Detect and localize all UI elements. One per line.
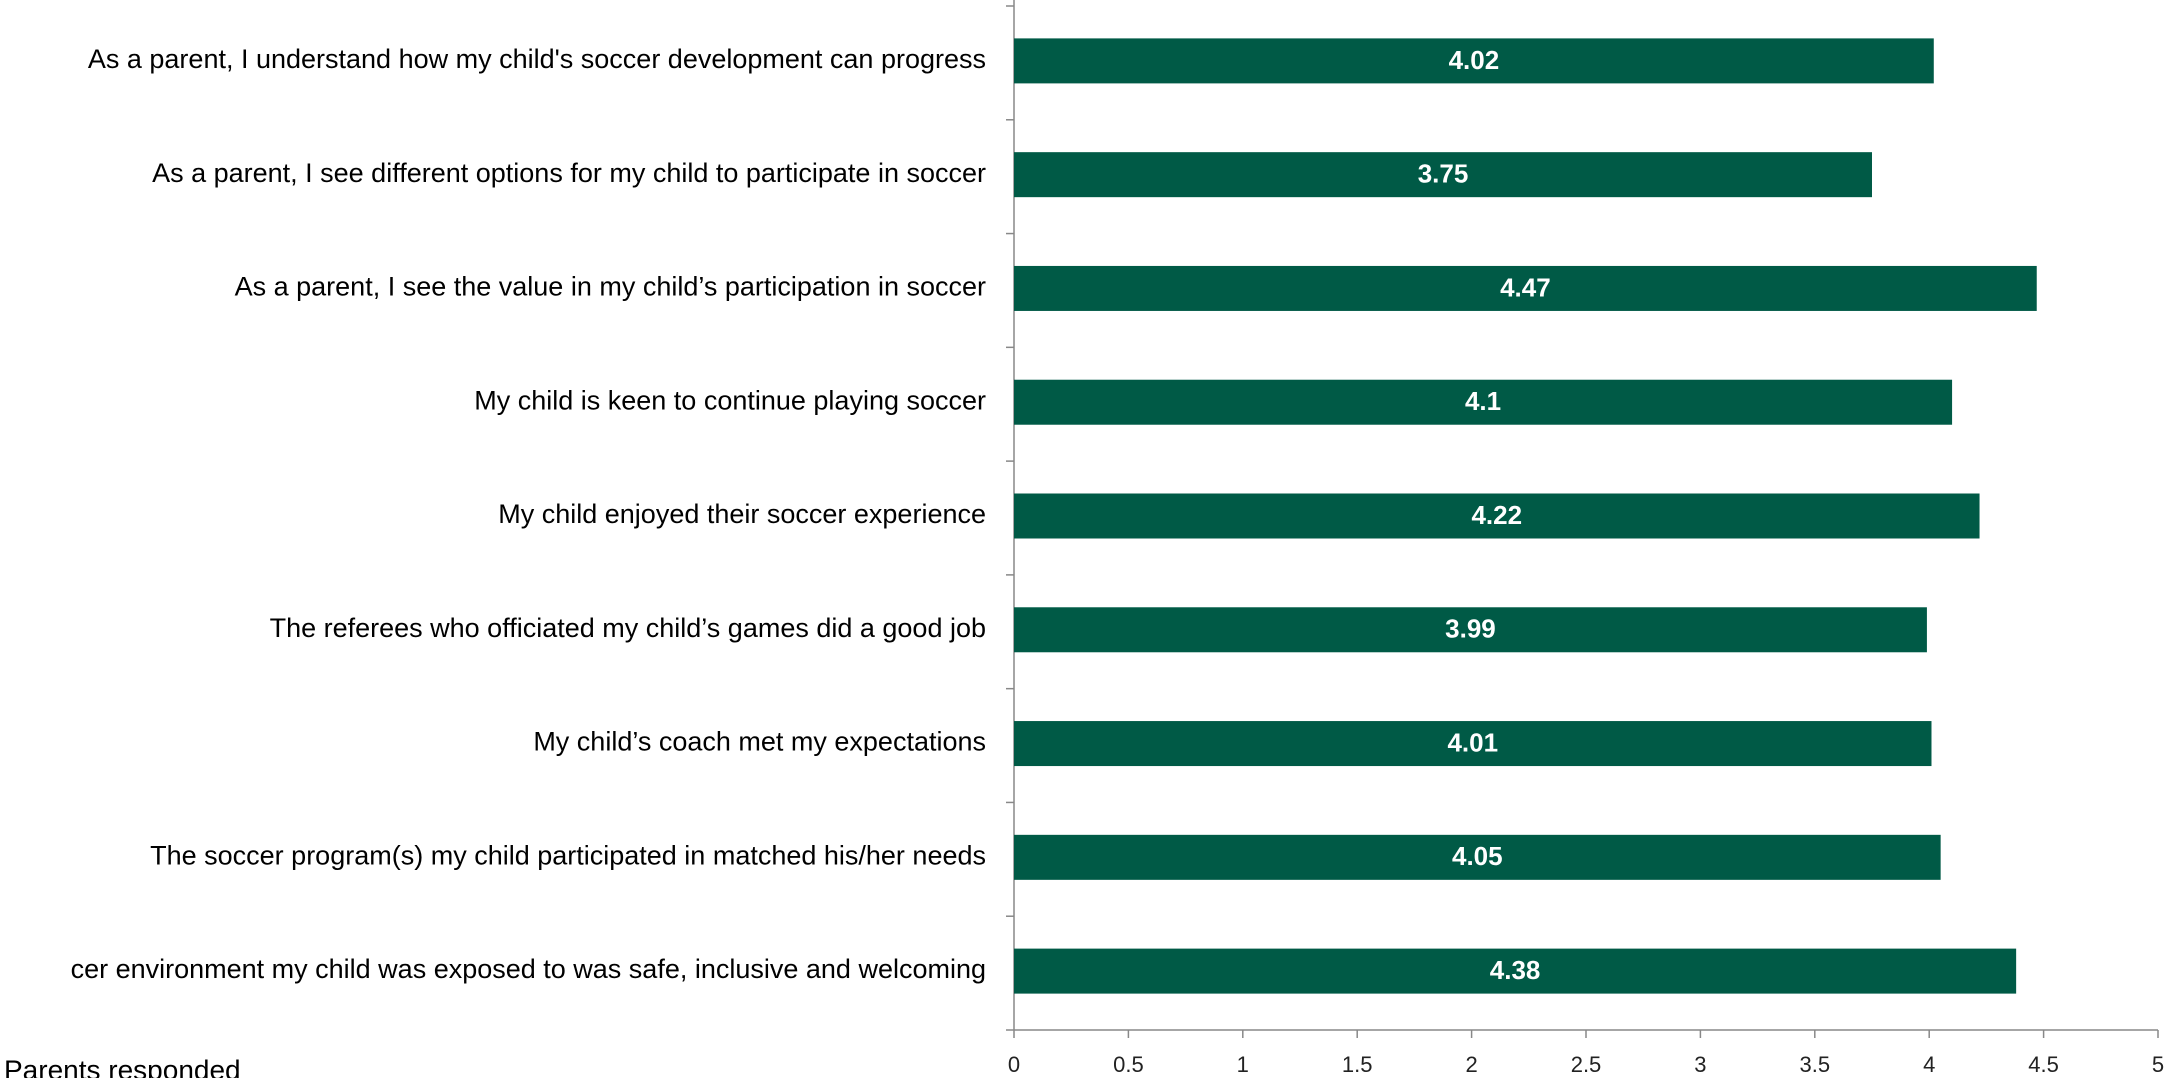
bar [1014, 152, 1872, 198]
value-label: 3.99 [1445, 614, 1496, 644]
y-tick-label: The soccer program(s) my child participa… [150, 840, 986, 870]
y-tick-label: As a parent, I understand how my child's… [88, 44, 986, 74]
bar [1014, 834, 1941, 880]
bar [1014, 607, 1927, 653]
y-tick-label: cer environment my child was exposed to … [71, 954, 986, 984]
value-label: 4.38 [1490, 955, 1541, 985]
x-tick-label: 0.5 [1113, 1052, 1144, 1077]
bar [1014, 38, 1934, 84]
x-tick-label: 3.5 [1800, 1052, 1831, 1077]
x-tick-label: 4 [1923, 1052, 1935, 1077]
x-tick-label: 0 [1008, 1052, 1020, 1077]
y-tick-label: As a parent, I see the value in my child… [235, 272, 986, 302]
y-tick-label: My child’s coach met my expectations [533, 727, 986, 757]
x-tick-label: 2.5 [1571, 1052, 1602, 1077]
x-tick-label: 4.5 [2028, 1052, 2059, 1077]
value-label: 4.1 [1465, 386, 1501, 416]
x-tick-label: 1 [1237, 1052, 1249, 1077]
y-tick-label: The referees who officiated my child’s g… [270, 613, 986, 643]
x-tick-label: 5 [2152, 1052, 2164, 1077]
value-label: 3.75 [1418, 159, 1469, 189]
value-label: 4.47 [1500, 272, 1551, 302]
value-label: 4.22 [1471, 500, 1522, 530]
bar [1014, 948, 2017, 994]
value-label: 4.05 [1452, 841, 1503, 871]
y-tick-label: As a parent, I see different options for… [152, 158, 986, 188]
value-label: 4.02 [1449, 45, 1500, 75]
x-tick-label: 2 [1465, 1052, 1477, 1077]
bar [1014, 493, 1980, 539]
bar [1014, 379, 1953, 425]
y-tick-label: My child is keen to continue playing soc… [474, 385, 986, 415]
bar [1014, 721, 1932, 767]
y-tick-label: My child enjoyed their soccer experience [498, 499, 986, 529]
bar [1014, 265, 2037, 311]
x-tick-label: 1.5 [1342, 1052, 1373, 1077]
value-label: 4.01 [1447, 727, 1498, 757]
x-tick-label: 3 [1694, 1052, 1706, 1077]
footnote: Parents responded [4, 1054, 241, 1078]
